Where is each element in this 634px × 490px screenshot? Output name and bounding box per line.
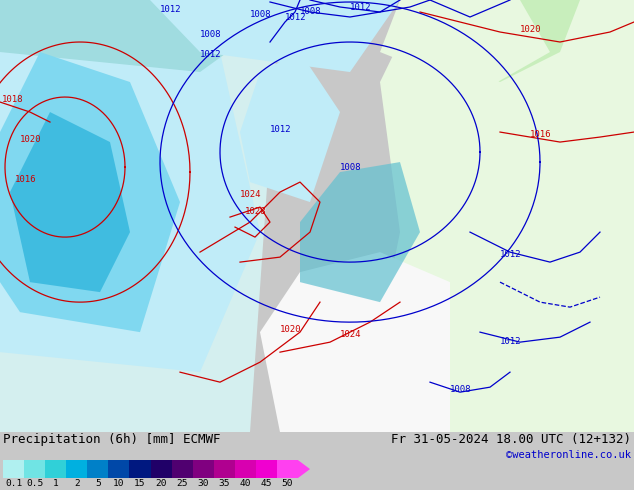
- Text: 1016: 1016: [530, 130, 552, 139]
- Polygon shape: [0, 0, 260, 372]
- Text: 0.1: 0.1: [5, 479, 22, 488]
- Polygon shape: [0, 0, 300, 72]
- Text: 1016: 1016: [15, 175, 37, 184]
- Bar: [108, 460, 129, 478]
- Polygon shape: [380, 0, 550, 92]
- Text: 1: 1: [53, 479, 58, 488]
- Bar: [256, 460, 277, 478]
- Bar: [24, 460, 45, 478]
- Bar: [129, 460, 150, 478]
- Bar: [214, 460, 235, 478]
- Polygon shape: [300, 162, 420, 302]
- Text: 1008: 1008: [250, 10, 271, 19]
- Text: 1008: 1008: [200, 30, 221, 39]
- Text: 1012: 1012: [160, 5, 181, 14]
- Text: 25: 25: [176, 479, 188, 488]
- Text: Fr 31-05-2024 18.00 UTC (12+132): Fr 31-05-2024 18.00 UTC (12+132): [391, 433, 631, 446]
- Polygon shape: [0, 0, 280, 432]
- Text: 1012: 1012: [200, 50, 221, 59]
- Text: 20: 20: [155, 479, 167, 488]
- Text: 15: 15: [134, 479, 146, 488]
- Polygon shape: [298, 460, 310, 478]
- Text: 40: 40: [240, 479, 251, 488]
- Text: 1020: 1020: [20, 135, 41, 144]
- Text: 1020: 1020: [280, 325, 302, 334]
- Text: 1008: 1008: [340, 163, 361, 172]
- Bar: [277, 460, 298, 478]
- Text: 1012: 1012: [500, 337, 522, 346]
- Bar: [45, 460, 66, 478]
- Polygon shape: [10, 112, 130, 292]
- Bar: [87, 460, 108, 478]
- Text: 1012: 1012: [500, 250, 522, 259]
- Polygon shape: [450, 0, 580, 82]
- Text: Precipitation (6h) [mm] ECMWF: Precipitation (6h) [mm] ECMWF: [3, 433, 221, 446]
- Bar: [193, 460, 214, 478]
- Text: 1008: 1008: [300, 7, 321, 16]
- Text: 1024: 1024: [340, 330, 361, 339]
- Polygon shape: [0, 52, 180, 332]
- Polygon shape: [240, 52, 340, 202]
- Text: 30: 30: [197, 479, 209, 488]
- Text: 45: 45: [261, 479, 272, 488]
- Bar: [3, 460, 24, 478]
- Bar: [150, 460, 172, 478]
- Text: 1018: 1018: [2, 95, 23, 104]
- Text: 1012: 1012: [270, 125, 292, 134]
- Text: 0.5: 0.5: [26, 479, 43, 488]
- Polygon shape: [380, 0, 634, 432]
- Text: 1012: 1012: [285, 13, 306, 22]
- Text: 35: 35: [219, 479, 230, 488]
- Text: 5: 5: [95, 479, 101, 488]
- Bar: [172, 460, 193, 478]
- Text: 1020: 1020: [520, 25, 541, 34]
- Text: ©weatheronline.co.uk: ©weatheronline.co.uk: [506, 450, 631, 460]
- Bar: [235, 460, 256, 478]
- Polygon shape: [260, 252, 450, 432]
- Text: 10: 10: [113, 479, 125, 488]
- Text: 2: 2: [74, 479, 80, 488]
- Text: 1028: 1028: [245, 207, 266, 216]
- Text: 1024: 1024: [240, 190, 261, 199]
- Text: 1012: 1012: [350, 3, 372, 12]
- Polygon shape: [150, 0, 400, 72]
- Bar: [66, 460, 87, 478]
- Text: 1008: 1008: [450, 385, 472, 394]
- Text: 50: 50: [281, 479, 293, 488]
